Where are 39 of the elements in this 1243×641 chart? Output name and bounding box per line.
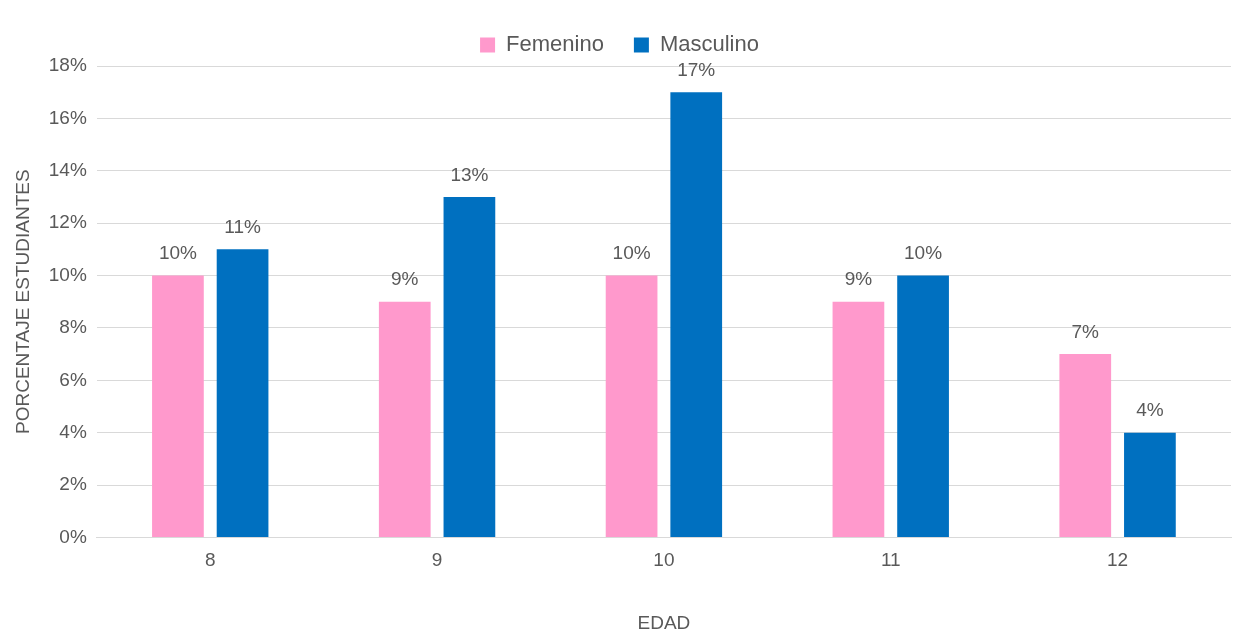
x-axis-title: EDAD [637,611,691,633]
bar [443,196,496,537]
x-tick-label: 8 [204,549,216,571]
x-tick-label: 9 [431,549,443,571]
bar [152,275,204,537]
legend-label: Masculino [659,31,759,57]
x-tick-label: 12 [1107,549,1129,571]
data-label: 4% [1136,399,1164,421]
y-tick-label: 0% [59,525,87,547]
y-tick-label: 4% [59,420,87,442]
y-tick-label: 16% [48,106,87,128]
y-axis-title: PORCENTAJE ESTUDIANTES [11,169,33,435]
y-tick-label: 18% [48,54,87,76]
data-label: 10% [158,242,198,264]
bar [832,301,885,537]
data-label: 13% [450,163,489,185]
y-tick-label: 6% [59,368,87,390]
bar [216,249,269,537]
bar [605,275,658,537]
data-label: 17% [677,58,716,80]
y-tick-label: 12% [48,211,87,233]
x-tick-label: 11 [880,549,901,571]
data-label: 11% [224,216,261,238]
bar [1059,354,1112,537]
bar [897,275,949,537]
data-label: 10% [612,242,651,264]
y-tick-label: 2% [59,473,87,495]
data-label: 9% [844,268,873,290]
y-tick-label: 8% [59,316,87,338]
y-tick-label: 10% [48,263,87,285]
bar [1124,432,1176,537]
data-label: 10% [904,242,943,264]
bar [670,92,723,537]
bar [378,301,431,537]
data-label: 7% [1071,320,1100,342]
x-tick-label: 10 [653,549,675,571]
data-label: 9% [391,268,419,290]
legend-label: Femenino [506,31,604,57]
y-tick-label: 14% [48,158,87,180]
